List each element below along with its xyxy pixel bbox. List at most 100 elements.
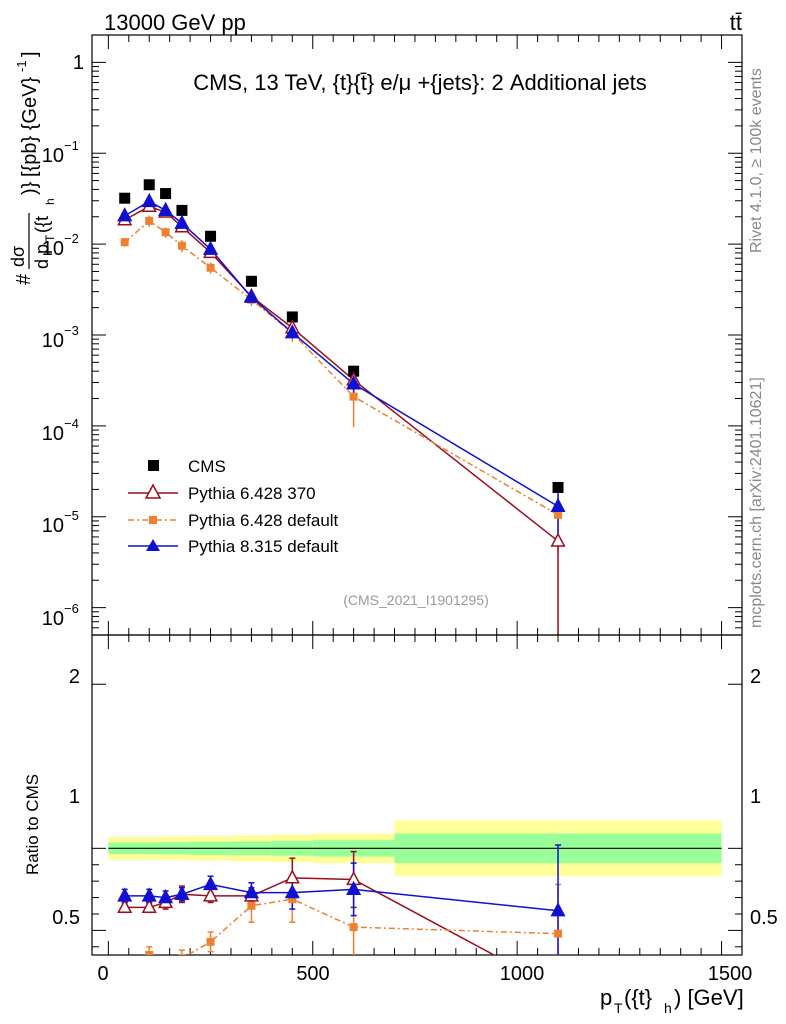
cms-data-point [348,365,360,377]
p8-default-point [243,288,259,303]
main-panel-marks [117,179,566,635]
ytick-label-1e-6: 10 [42,608,64,630]
ratio-line-1 [124,877,496,955]
ratio-p8-default-point [174,885,190,900]
cms-data-point [160,188,172,200]
ratio-p6-370-point [203,887,219,902]
ratio-y-tick-labels: 2 1 0.5 2 1 0.5 [52,666,778,929]
p6-default-point [145,216,154,225]
xlabel-p: p [600,985,612,1010]
ratio-line-2 [147,898,559,955]
legend-marker-p6-default [149,516,157,524]
ytick-exp-1e-5: −5 [64,508,79,523]
cms-data-point [119,192,131,204]
ytick-label-1e-4: 10 [42,423,64,445]
cms-data-point [205,230,217,242]
ylabel-unit-sup: -1 [14,60,29,72]
ratio-p8-default-point [284,884,300,899]
ratio-p8-default-point [550,902,566,917]
p8-default-point [117,207,133,222]
analysis-id: (CMS_2021_I1901295) [343,592,489,608]
p8-default-point [346,375,362,390]
ratio-ytick-2-right: 2 [750,666,761,688]
x-tick-labels: 0 500 1000 1500 [97,963,752,985]
p8-default-point [174,214,190,229]
legend-marker-p6-370 [144,483,162,499]
ratio-p6-default-point [121,962,129,970]
ytick-label-1e-5: 10 [42,515,64,537]
ytick-exp-1e-3: −3 [64,323,79,338]
ratio-p6-default-point [288,895,297,904]
ylabel-den-sub2: h [43,198,57,205]
rivet-version-label: Rivet 4.1.0, ≥ 100k events [748,68,765,253]
p8-default-point [284,324,300,339]
xtick-label-1500: 1500 [708,963,753,985]
ratio-p8-default-point [117,887,133,902]
ylabel-den-rest: ({t [32,216,52,233]
ratio-p6-default-point [554,929,563,938]
ratio-p6-370-point [284,869,300,884]
xlabel-sub-h: h [664,1000,672,1016]
ylabel-den-close: )} [19,181,41,195]
ylabel-den-sub: T [43,234,57,242]
xtick-label-1000: 1000 [500,963,545,985]
legend-label-p6-370: Pythia 6.428 370 [188,484,316,503]
p6-default-point [177,241,186,250]
p8-default-point [158,201,174,217]
ylabel-numerator: dσ [8,246,28,267]
ratio-ytick-1-left: 1 [69,786,80,808]
ratio-p8-default-point [141,887,157,902]
p8-default-point [550,497,566,513]
xlabel-end: ) [GeV] [674,985,744,1010]
ratio-uncertainty-bands [108,820,722,877]
cms-data-point [245,275,257,287]
legend-label-p6-default: Pythia 6.428 default [188,511,339,530]
ratio-ytick-2-left: 2 [69,666,80,688]
energy-label: 13000 GeV pp [104,10,246,35]
mcplots-label: mcplots.cern.ch [arXiv:2401.10621] [748,377,765,628]
xtick-label-500: 500 [296,963,329,985]
xlabel-mid: ({t} [624,985,652,1010]
p6-default-point [349,392,358,401]
ratio-p6-default-point [206,937,215,946]
ratio-p6-default-point [177,954,186,955]
cms-data-point [552,481,564,493]
ratio-panel-ticks [92,635,742,955]
ytick-exp-1e-2: −2 [64,231,79,246]
ratio-p6-default-point [145,951,154,955]
ytick-label-1e-2: 10 [42,238,64,260]
xlabel-sub-t: T [614,1000,623,1016]
ratio-p8-default-point [346,880,362,896]
ratio-p8-default-point [243,884,259,899]
ratio-ytick-05-right: 0.5 [750,907,778,929]
legend-label-p8-default: Pythia 8.315 default [188,537,339,556]
x-axis-label: p T ({t} h ) [GeV] [600,985,744,1016]
ylabel-unit: [{pb} {GeV} [19,77,41,177]
ratio-p6-370-point [141,898,157,914]
chart-title: CMS, 13 TeV, {t}{t̄} e/μ +{jets}: 2 Addi… [193,70,647,95]
ratio-p8-default-point [203,875,219,891]
cms-data-point [176,204,188,216]
ratio-line-3 [124,883,559,912]
main-panel-ticks [92,34,742,636]
ratio-p6-370-point [117,898,133,914]
ylabel-unit-close: ] [19,51,41,57]
cms-data-point [143,179,155,191]
cms-data-point [286,311,298,323]
legend-marker-cms [148,460,159,471]
main-y-axis-label: # dσ d p T ({t h )} [{pb} {GeV} -1 ] [8,51,57,285]
ytick-exp-1e-1: −1 [64,138,79,153]
ytick-label-1e-1: 10 [42,145,64,167]
ytick-label-1: 1 [73,52,84,74]
ratio-ytick-1-right: 1 [750,786,761,808]
ytick-exp-1e-4: −4 [64,416,79,431]
ratio-p6-default-point [247,901,256,910]
ratio-p6-default-point [162,959,170,967]
p6-default-point [554,510,563,519]
xtick-label-0: 0 [97,963,108,985]
p6-370-point [550,532,566,547]
legend-marker-p8-default [146,539,160,551]
ratio-panel-marks [117,844,566,970]
ratio-y-axis-label: Ratio to CMS [23,774,42,875]
